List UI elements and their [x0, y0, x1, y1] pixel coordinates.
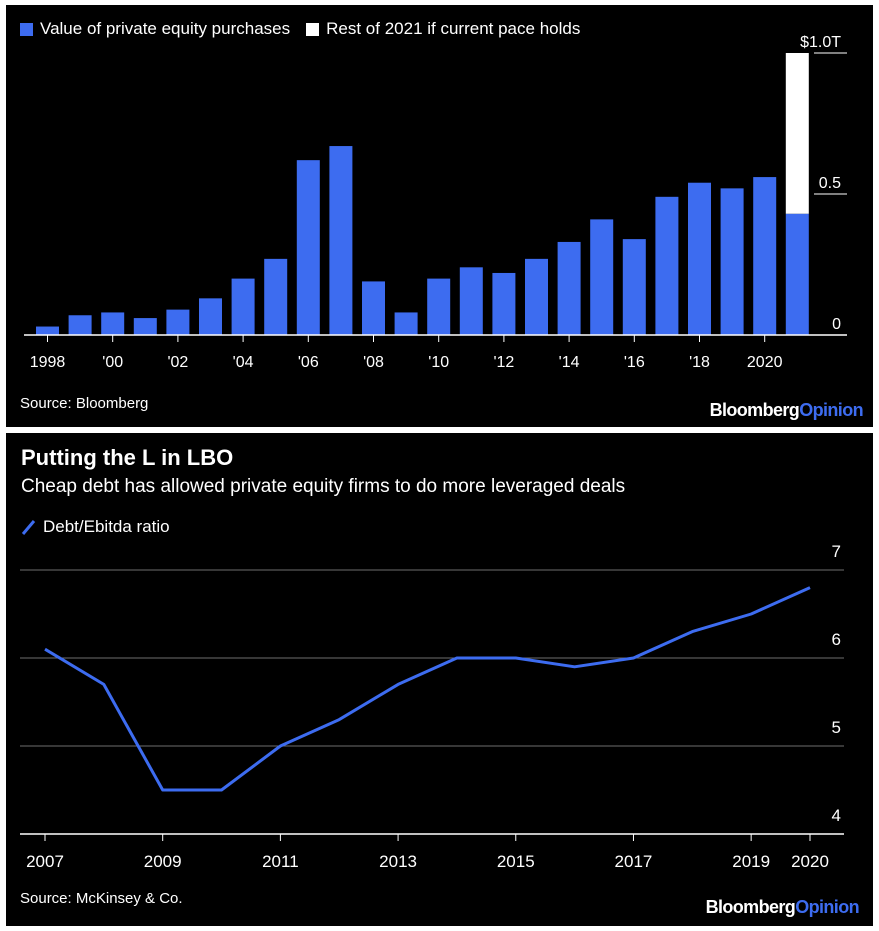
- bar-2007: [329, 146, 353, 335]
- legend-label-purchases: Value of private equity purchases: [40, 19, 291, 38]
- bar-2008: [362, 281, 385, 335]
- bar-1999: [68, 315, 92, 335]
- legend-swatch-rest-of-2021: [306, 22, 320, 36]
- bar-2017: [655, 196, 679, 335]
- bar-2020: [753, 177, 777, 335]
- bar-2013: [525, 258, 548, 335]
- x-tick-label: '10: [428, 354, 449, 371]
- line-chart-source: Source: McKinsey & Co.: [20, 890, 183, 907]
- x-tick-label: 2013: [379, 852, 417, 871]
- y-tick-label: 0: [832, 316, 841, 333]
- x-tick-label: 2017: [615, 852, 653, 871]
- bar-2002: [166, 309, 190, 335]
- bar-2014: [557, 241, 581, 335]
- line-chart-brand-logo: BloombergOpinion: [705, 897, 860, 918]
- bar-2016: [622, 239, 646, 335]
- bar-1998: [36, 326, 59, 335]
- bar-2021: [785, 213, 809, 335]
- x-tick-label: '14: [559, 354, 580, 371]
- x-tick-label: 2020: [747, 354, 783, 371]
- bar-2019: [720, 188, 744, 335]
- x-tick-label: 2009: [144, 852, 182, 871]
- legend-label-debt-ebitda: Debt/Ebitda ratio: [43, 517, 170, 536]
- x-tick-label: '12: [493, 354, 514, 371]
- bar-2003: [199, 298, 222, 335]
- x-tick-label: '16: [624, 354, 645, 371]
- brand-part2: Opinion: [795, 897, 859, 917]
- line-chart-subtitle: Cheap debt has allowed private equity fi…: [21, 476, 626, 497]
- bar-2011: [459, 267, 483, 335]
- y-tick-label: 6: [832, 630, 841, 649]
- brand-part1: Bloomberg: [705, 897, 796, 917]
- x-tick-label: 2020: [791, 852, 829, 871]
- bar-chart-svg: 0 0.5 $1.0T 1998 '00 '02 '04 '06 '08 '10 '12 '14 '16…: [24, 34, 847, 371]
- x-tick-label: '04: [233, 354, 254, 371]
- bar-2009: [394, 312, 418, 335]
- legend-swatch-purchases: [20, 22, 33, 36]
- line-chart-legend: Debt/Ebitda ratio: [21, 517, 170, 537]
- bar-2000: [101, 312, 125, 335]
- bar-2006: [296, 160, 320, 335]
- series-line-debt-ebitda: [44, 586, 811, 792]
- line-chart-svg: 4 5 6 7 2007 2009 2011 2013 2015 2017 2019 2020: [20, 542, 844, 871]
- x-tick-label: 2015: [497, 852, 535, 871]
- bar-2012: [492, 272, 516, 335]
- bar-2004: [231, 278, 255, 335]
- bar-chart-source: Source: Bloomberg: [20, 395, 149, 412]
- bar-2010: [427, 278, 451, 335]
- x-tick-label: 2011: [262, 852, 299, 871]
- y-tick-label: $1.0T: [800, 34, 841, 51]
- x-tick-label: 1998: [30, 354, 66, 371]
- y-tick-label: 7: [832, 542, 841, 561]
- x-tick-label: '18: [689, 354, 710, 371]
- legend-line-icon: [21, 520, 36, 535]
- brand-part1: Bloomberg: [709, 400, 800, 420]
- x-tick-label: 2007: [26, 852, 64, 871]
- purchases-chart-panel: Value of private equity purchases Rest o…: [6, 5, 873, 427]
- bar-chart-legend: Value of private equity purchases Rest o…: [20, 19, 580, 39]
- bar-2001: [133, 318, 157, 335]
- x-tick-label: '06: [298, 354, 319, 371]
- x-tick-label: '08: [363, 354, 384, 371]
- leverage-chart-panel: Putting the L in LBO Cheap debt has allo…: [6, 433, 873, 926]
- x-tick-label: '02: [167, 354, 188, 371]
- bar-rest-2021: [785, 53, 809, 214]
- y-tick-label: 5: [832, 718, 841, 737]
- y-tick-label: 0.5: [819, 175, 841, 192]
- bar-chart-brand-logo: BloombergOpinion: [709, 400, 864, 421]
- line-chart-title: Putting the L in LBO: [21, 445, 234, 470]
- brand-part2: Opinion: [799, 400, 863, 420]
- x-tick-label: 2019: [732, 852, 770, 871]
- bar-2005: [264, 258, 288, 335]
- x-tick-label: '00: [102, 354, 123, 371]
- y-tick-label: 4: [832, 806, 841, 825]
- legend-label-rest-of-2021: Rest of 2021 if current pace holds: [326, 19, 581, 38]
- bar-2018: [688, 182, 711, 335]
- bar-2015: [590, 219, 614, 335]
